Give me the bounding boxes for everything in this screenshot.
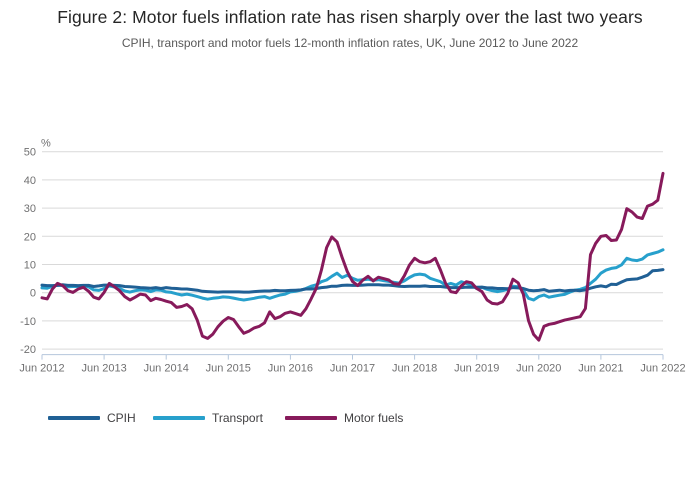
x-axis-tick-label: Jun 2022 <box>640 363 685 375</box>
y-axis-tick-label: 20 <box>24 231 36 243</box>
x-axis-tick-label: Jun 2020 <box>516 363 561 375</box>
figure-title: Figure 2: Motor fuels inflation rate has… <box>57 7 643 27</box>
legend-line-swatch <box>285 416 337 420</box>
x-axis-tick-label: Jun 2015 <box>206 363 251 375</box>
legend-item-transport: Transport <box>153 408 263 428</box>
x-axis-tick-label: Jun 2012 <box>19 363 64 375</box>
legend-item-cpih: CPIH <box>48 408 136 428</box>
series-line-cpih <box>40 268 665 294</box>
y-axis-tick-label: 40 <box>24 175 36 187</box>
x-axis-tick-label: Jun 2013 <box>81 363 126 375</box>
y-axis-tick-label: -10 <box>20 316 36 328</box>
y-axis-tick-label: 30 <box>24 203 36 215</box>
x-axis-tick-label: Jun 2021 <box>578 363 623 375</box>
figure-subtitle: CPIH, transport and motor fuels 12-month… <box>121 36 579 50</box>
y-axis-tick-label: 10 <box>24 260 36 272</box>
chart-legend: CPIH Transport Motor fuels <box>0 408 700 428</box>
y-axis-tick-label: -20 <box>20 344 36 356</box>
legend-line-swatch <box>48 416 100 420</box>
y-axis-tick-label: 0 <box>30 288 36 300</box>
legend-line-swatch <box>153 416 205 420</box>
series-line-motor-fuels <box>40 171 665 342</box>
y-axis-tick-label: 50 <box>24 147 36 159</box>
x-axis-tick-label: Jun 2014 <box>144 363 189 375</box>
x-axis-tick-label: Jun 2017 <box>330 363 375 375</box>
legend-label: Motor fuels <box>344 411 404 425</box>
x-axis-tick-label: Jun 2018 <box>392 363 437 375</box>
y-axis-unit-label: % <box>41 138 51 150</box>
legend-item-motor-fuels: Motor fuels <box>285 408 403 428</box>
x-axis-tick-label: Jun 2019 <box>454 363 499 375</box>
legend-label: Transport <box>212 411 263 425</box>
legend-label: CPIH <box>107 411 136 425</box>
x-axis-tick-label: Jun 2016 <box>268 363 313 375</box>
